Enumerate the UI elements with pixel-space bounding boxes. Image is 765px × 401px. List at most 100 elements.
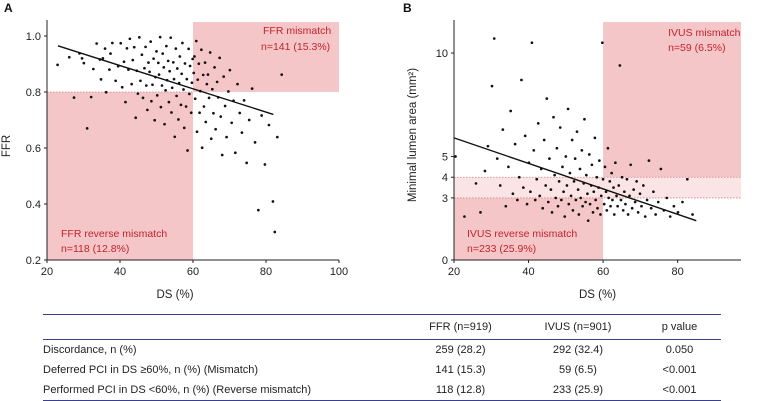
table-cell: 292 (32.4) [552, 344, 604, 356]
data-point [618, 64, 622, 67]
table-cell: Deferred PCI in DS ≥60%, n (%) (Mismatch… [43, 364, 259, 376]
data-point [586, 219, 590, 223]
data-point [230, 121, 234, 125]
data-point [180, 72, 184, 76]
x-tick-label: 60 [597, 266, 609, 278]
data-point [629, 163, 633, 167]
data-point [225, 135, 228, 139]
data-point [616, 204, 619, 208]
data-point [173, 135, 177, 139]
table-row: Deferred PCI in DS ≥60%, n (%) (Mismatch… [43, 360, 721, 380]
ffr-reverse-mismatch-label: FFR reverse mismatch [61, 228, 167, 240]
header-cell: p value [638, 314, 721, 340]
data-point [599, 213, 602, 216]
data-point [523, 134, 527, 138]
y-tick-label: 0.2 [26, 255, 41, 267]
data-point [183, 62, 187, 65]
data-point [668, 215, 672, 218]
data-point [157, 73, 161, 76]
data-point [168, 69, 171, 73]
data-point [155, 94, 159, 97]
data-point [242, 99, 246, 102]
data-point [600, 41, 604, 45]
data-point [172, 77, 176, 81]
data-point [601, 177, 605, 181]
data-point [590, 163, 594, 167]
data-point [615, 194, 618, 198]
data-point [626, 213, 630, 216]
data-point [573, 157, 577, 160]
data-point [570, 138, 574, 142]
table-cell: Discordance, n (%) [43, 344, 137, 356]
data-point [108, 68, 111, 71]
data-point [617, 184, 621, 187]
data-point [580, 148, 584, 152]
table-row: Discordance, n (%) 259 (28.2) 292 (32.4)… [43, 340, 721, 361]
table-header-row: FFR (n=919) IVUS (n=901) p value [43, 314, 721, 340]
data-point [553, 173, 556, 177]
data-point [649, 206, 653, 210]
data-point [516, 198, 519, 202]
data-point [566, 107, 570, 111]
data-point [103, 47, 107, 50]
data-point [200, 146, 204, 150]
data-point [579, 196, 583, 200]
data-point [546, 200, 550, 204]
data-point [559, 198, 563, 202]
data-point [178, 55, 182, 58]
data-point [109, 52, 112, 55]
data-point [161, 52, 165, 55]
data-point [72, 96, 76, 99]
x-ticks: 20 40 60 80 100 [41, 260, 348, 278]
data-point [656, 200, 660, 204]
y-tick-label: 3 [442, 193, 448, 205]
data-point [558, 126, 562, 129]
data-point [144, 45, 147, 49]
data-point [204, 120, 208, 124]
data-point [578, 167, 582, 171]
data-point [197, 62, 201, 66]
data-point [139, 79, 142, 83]
x-tick-label: 20 [448, 266, 460, 278]
data-point [509, 109, 513, 113]
data-point [609, 204, 612, 208]
data-point [92, 67, 95, 71]
data-point [624, 202, 627, 206]
data-point [486, 144, 490, 148]
table-row: Performed PCI in DS <60%, n (%) (Reverse… [43, 380, 721, 401]
data-point [564, 155, 568, 158]
data-point [214, 127, 217, 131]
header-cell: IVUS (n=901) [518, 314, 638, 340]
y-tick-label: 5 [442, 152, 448, 164]
data-point [114, 79, 117, 83]
data-point [184, 105, 188, 108]
data-point [517, 175, 521, 179]
data-point [179, 103, 183, 107]
data-point [136, 92, 140, 96]
data-point [584, 200, 587, 204]
data-point [267, 123, 271, 127]
data-point [122, 60, 126, 64]
data-point [622, 190, 626, 194]
data-point [563, 215, 567, 218]
table-cell: <0.001 [638, 380, 721, 401]
y-axis-label: FFR [1, 135, 13, 157]
data-point [99, 78, 103, 81]
data-point [80, 57, 84, 60]
panel-a-ffr-scatter: A 20 40 60 80 100 0.2 0.4 0.6 0.8 1.0 DS (%) FFR… [1, 1, 348, 301]
data-point [143, 66, 146, 70]
data-point [193, 55, 196, 58]
data-point [612, 186, 615, 189]
data-point [549, 188, 553, 191]
y-tick-label: 0 [442, 255, 448, 267]
data-point [659, 167, 663, 171]
data-point [200, 48, 203, 52]
data-point [162, 66, 166, 69]
data-point [101, 57, 105, 60]
data-point [587, 153, 591, 156]
data-point [260, 114, 263, 117]
data-point [595, 175, 599, 179]
data-point [562, 190, 565, 194]
data-point [544, 184, 548, 187]
data-point [147, 61, 150, 64]
